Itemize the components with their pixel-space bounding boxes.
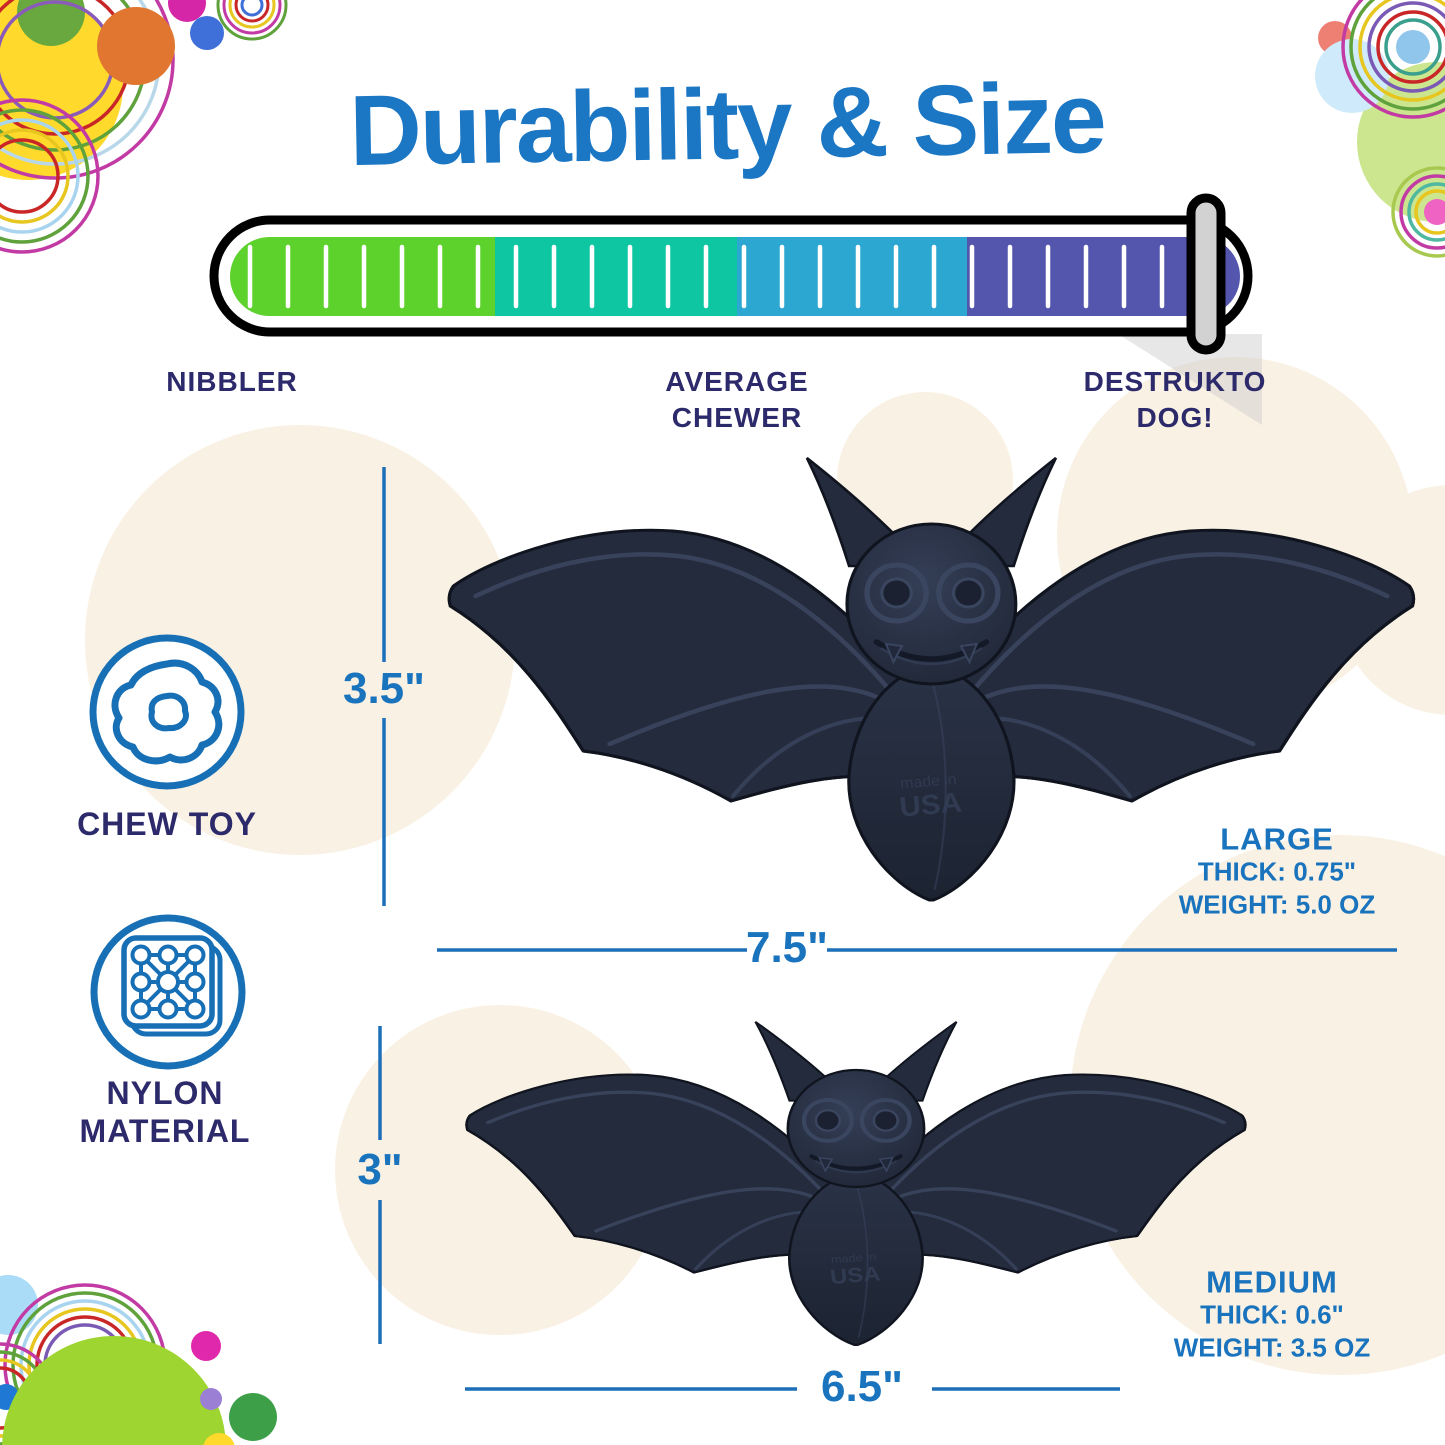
- meter-label-destrukto-dog: DESTRUKTO DOG!: [1083, 366, 1267, 433]
- medium-size-name: MEDIUM: [1206, 1264, 1338, 1300]
- slider-shadow: [1118, 334, 1262, 425]
- meter-segment-light: [495, 237, 737, 316]
- medium-weight: WEIGHT: 3.5 OZ: [1173, 1332, 1371, 1363]
- decor-top-left: [0, 0, 288, 254]
- meter-label-nibbler: NIBBLER: [166, 366, 298, 397]
- medium-size-specs: MEDIUM THICK: 0.6" WEIGHT: 3.5 OZ: [1174, 1266, 1370, 1365]
- large-thickness: THICK: 0.75": [1197, 856, 1357, 887]
- chew-toy-icon: [89, 634, 245, 790]
- large-weight: WEIGHT: 5.0 OZ: [1178, 889, 1376, 920]
- page-title: Durability & Size: [348, 61, 1106, 188]
- nylon-material-label: NYLON MATERIAL: [79, 1075, 251, 1149]
- large-width-dimension: 7.5": [745, 923, 829, 972]
- meter-segment-average: [737, 237, 967, 316]
- meter-label-average-chewer: AVERAGE CHEWER: [665, 366, 809, 433]
- large-size-specs: LARGE THICK: 0.75" WEIGHT: 5.0 OZ: [1179, 823, 1375, 922]
- meter-slider-handle: [1186, 193, 1226, 355]
- meter-segment-nibbler: [230, 237, 495, 316]
- nylon-material-icon: [90, 914, 246, 1070]
- decor-bottom-left: [0, 1275, 277, 1445]
- large-height-dimension: 3.5": [342, 664, 426, 713]
- chew-toy-label: CHEW TOY: [77, 806, 257, 842]
- large-size-name: LARGE: [1220, 821, 1334, 857]
- medium-width-dimension: 6.5": [820, 1362, 904, 1411]
- medium-height-dimension: 3": [357, 1145, 403, 1194]
- decor-top-right: [1315, 0, 1445, 258]
- durability-meter: [209, 193, 1262, 425]
- meter-tick-marks: [247, 244, 1165, 309]
- medium-thickness: THICK: 0.6": [1200, 1299, 1344, 1330]
